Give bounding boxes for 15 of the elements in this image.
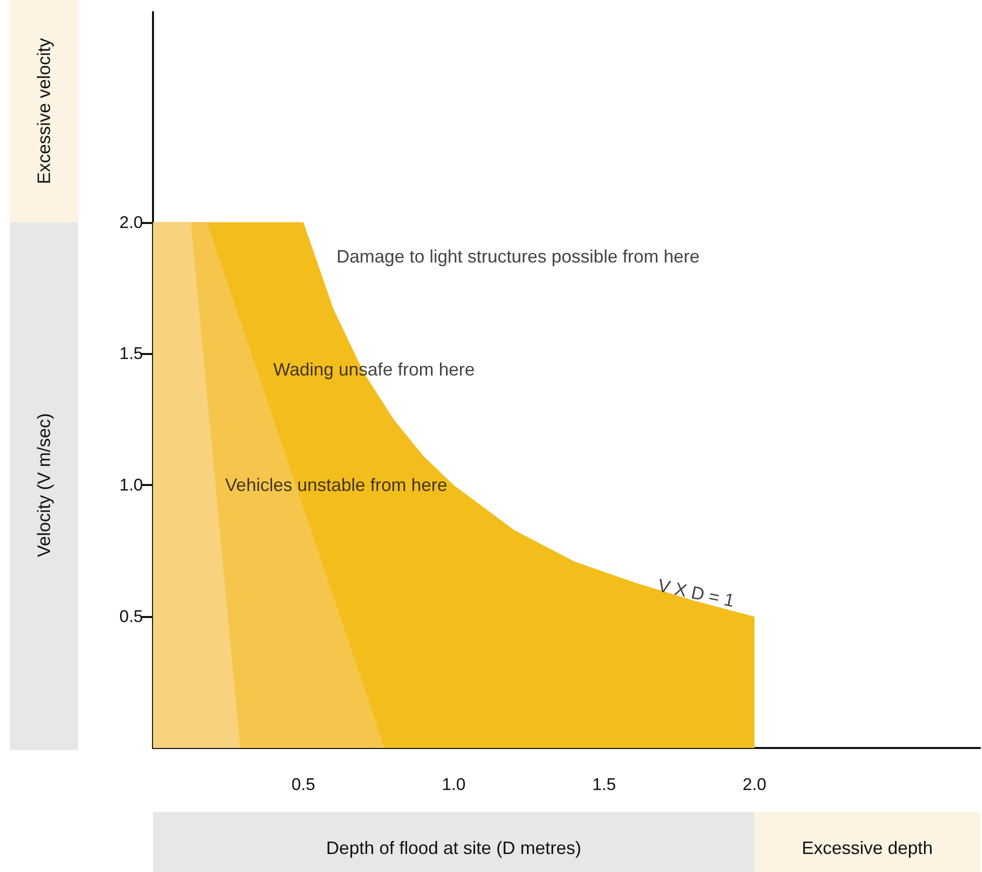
annotation: Damage to light structures possible from here [336,246,700,266]
x-tick-label: 1.5 [592,775,616,794]
y-tick-label: 1.0 [119,476,143,495]
x-tick-label: 0.5 [292,775,316,794]
x-axis-title: Depth of flood at site (D metres) [326,838,582,858]
y-tick-label: 1.5 [119,344,143,364]
x-tick-label: 2.0 [742,775,766,794]
x-tick-label: 1.0 [442,775,466,794]
text: Excessive velocity [34,38,54,184]
annotation: V X D = 1 [656,575,736,611]
annotation: Vehicles unstable from here [225,475,448,496]
y-tick-label: 0.5 [119,607,143,626]
y-tick-label: 2.0 [119,212,143,232]
text: Excessive depth [802,838,933,858]
y-axis-title: Velocity (V m/sec) [34,413,54,558]
